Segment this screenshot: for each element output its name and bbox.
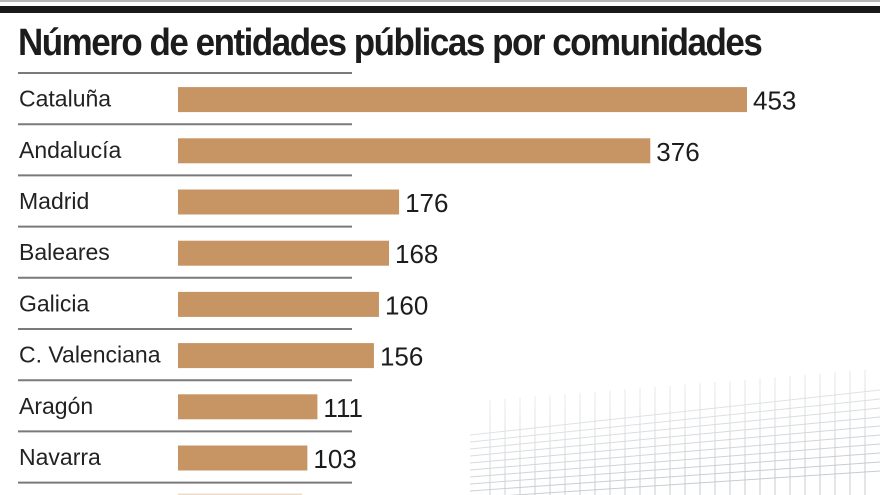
category-label: Aragón — [19, 393, 93, 419]
category-label: Galicia — [19, 290, 90, 316]
bar-4 — [178, 291, 379, 317]
value-label: 160 — [385, 290, 428, 320]
category-label: Baleares — [19, 239, 110, 265]
category-label: Navarra — [19, 444, 101, 470]
top-bar — [0, 6, 880, 13]
value-label: 156 — [380, 342, 423, 372]
value-label: 453 — [753, 86, 796, 116]
top-rule — [0, 0, 880, 2]
category-label: Andalucía — [19, 137, 122, 163]
category-label: C. Valenciana — [19, 342, 161, 368]
value-label: 376 — [656, 137, 699, 167]
bar-3 — [178, 240, 390, 266]
category-label: Cataluña — [19, 86, 111, 112]
bar-0 — [178, 87, 747, 113]
chart-title: Número de entidades públicas por comunid… — [18, 22, 763, 64]
value-label: 103 — [313, 444, 356, 474]
category-label: Madrid — [19, 188, 89, 214]
value-label: 111 — [323, 393, 363, 423]
background-building-photo — [470, 340, 880, 495]
value-label: 176 — [405, 188, 448, 218]
value-label: 168 — [395, 239, 438, 269]
bar-7 — [178, 445, 308, 471]
bar-5 — [178, 343, 374, 369]
truncated-bar — [178, 493, 302, 495]
bar-1 — [178, 138, 651, 164]
bar-2 — [178, 189, 400, 215]
bar-6 — [178, 394, 318, 420]
